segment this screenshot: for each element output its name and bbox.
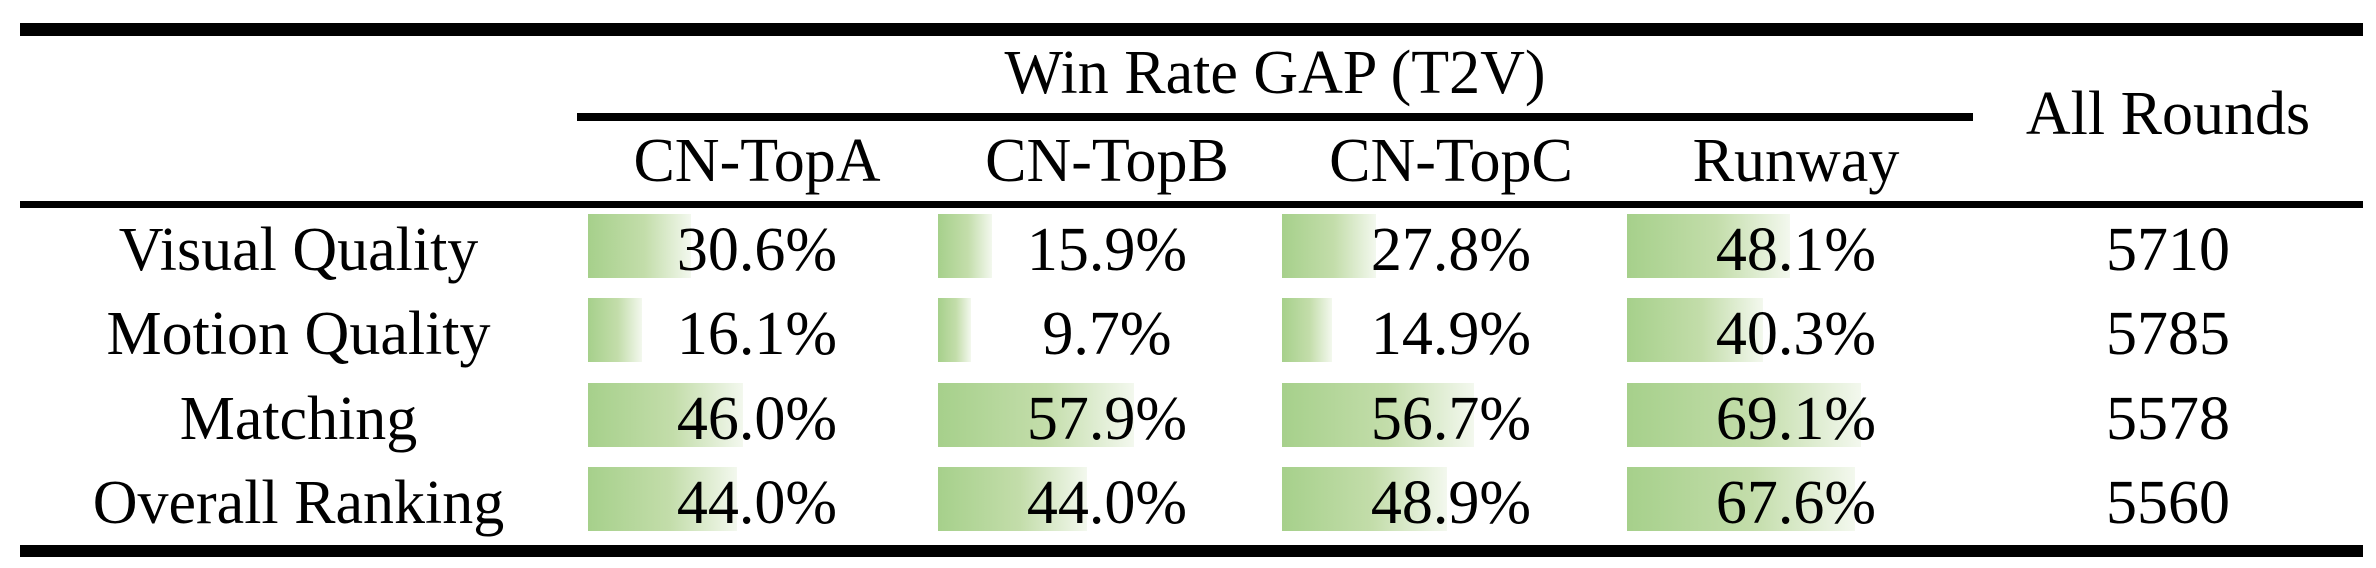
win-rate-value: 15.9% — [1026, 216, 1188, 284]
win-rate-bar — [938, 383, 1134, 447]
win-rate-cell: 69.1% — [1627, 377, 1965, 461]
win-rate-bar — [1627, 298, 1764, 362]
win-rate-cell: 44.0% — [588, 461, 926, 545]
win-rate-bar — [1282, 467, 1448, 531]
win-rate-bar — [938, 298, 971, 362]
all-rounds-value: 5578 — [2106, 385, 2230, 453]
table-top-rule — [20, 23, 2363, 36]
win-rate-bar — [938, 467, 1087, 531]
all-rounds-value: 5785 — [2106, 300, 2230, 368]
win-rate-cell: 27.8% — [1282, 208, 1620, 292]
win-rate-value: 67.6% — [1715, 469, 1877, 537]
win-rate-bar — [1282, 298, 1333, 362]
win-rate-cell: 48.1% — [1627, 208, 1965, 292]
table-row-matching: Matching 46.0% 57.9% 56.7% 69.1% 5578 — [0, 377, 2376, 461]
all-rounds-value: 5710 — [2106, 216, 2230, 284]
header-separator-rule — [20, 201, 2363, 208]
win-rate-cell: 15.9% — [938, 208, 1276, 292]
win-rate-bar — [938, 214, 992, 278]
win-rate-value: 27.8% — [1370, 216, 1532, 284]
win-rate-value: 30.6% — [676, 216, 838, 284]
win-rate-value: 48.9% — [1370, 469, 1532, 537]
group-header-underline-rule — [577, 113, 1973, 121]
row-label: Visual Quality — [118, 216, 479, 284]
win-rate-bar — [588, 214, 692, 278]
win-rate-value: 56.7% — [1370, 385, 1532, 453]
table-row-motion-quality: Motion Quality 16.1% 9.7% 14.9% 40.3% 57… — [0, 292, 2376, 376]
win-rate-cell: 40.3% — [1627, 292, 1965, 376]
win-rate-bar — [588, 298, 643, 362]
win-rate-value: 44.0% — [676, 469, 838, 537]
table-bottom-rule — [20, 545, 2363, 557]
win-rate-cell: 14.9% — [1282, 292, 1620, 376]
win-rate-value: 44.0% — [1026, 469, 1188, 537]
win-rate-value: 48.1% — [1715, 216, 1877, 284]
win-rate-bar — [1282, 214, 1376, 278]
win-rate-bar — [1282, 383, 1474, 447]
win-rate-bar — [1627, 383, 1861, 447]
column-header-cn-topc: CN-TopC — [1329, 127, 1573, 195]
win-rate-value: 46.0% — [676, 385, 838, 453]
win-rate-cell: 56.7% — [1282, 377, 1620, 461]
win-rate-value: 40.3% — [1715, 300, 1877, 368]
win-rate-value: 69.1% — [1715, 385, 1877, 453]
row-label: Motion Quality — [106, 300, 491, 368]
group-header-win-rate-gap: Win Rate GAP (T2V) — [1004, 39, 1546, 107]
table-row-overall-ranking: Overall Ranking 44.0% 44.0% 48.9% 67.6% … — [0, 461, 2376, 545]
column-header-runway: Runway — [1692, 127, 1900, 195]
win-rate-cell: 44.0% — [938, 461, 1276, 545]
column-header-all-rounds: All Rounds — [2025, 80, 2311, 148]
win-rate-cell: 48.9% — [1282, 461, 1620, 545]
win-rate-value: 14.9% — [1370, 300, 1532, 368]
win-rate-bar — [588, 467, 737, 531]
win-rate-cell: 9.7% — [938, 292, 1276, 376]
win-rate-cell: 57.9% — [938, 377, 1276, 461]
win-rate-bar — [588, 383, 744, 447]
win-rate-cell: 30.6% — [588, 208, 926, 292]
win-rate-cell: 67.6% — [1627, 461, 1965, 545]
column-header-cn-topa: CN-TopA — [633, 127, 881, 195]
row-label: Overall Ranking — [92, 469, 505, 537]
table-row-visual-quality: Visual Quality 30.6% 15.9% 27.8% 48.1% 5… — [0, 208, 2376, 292]
win-rate-value: 9.7% — [1042, 300, 1172, 368]
win-rate-bar — [1627, 214, 1790, 278]
row-label: Matching — [179, 385, 418, 453]
win-rate-bar — [1627, 467, 1856, 531]
win-rate-value: 57.9% — [1026, 385, 1188, 453]
all-rounds-value: 5560 — [2106, 469, 2230, 537]
column-header-cn-topb: CN-TopB — [985, 127, 1229, 195]
win-rate-value: 16.1% — [676, 300, 838, 368]
win-rate-cell: 46.0% — [588, 377, 926, 461]
win-rate-cell: 16.1% — [588, 292, 926, 376]
